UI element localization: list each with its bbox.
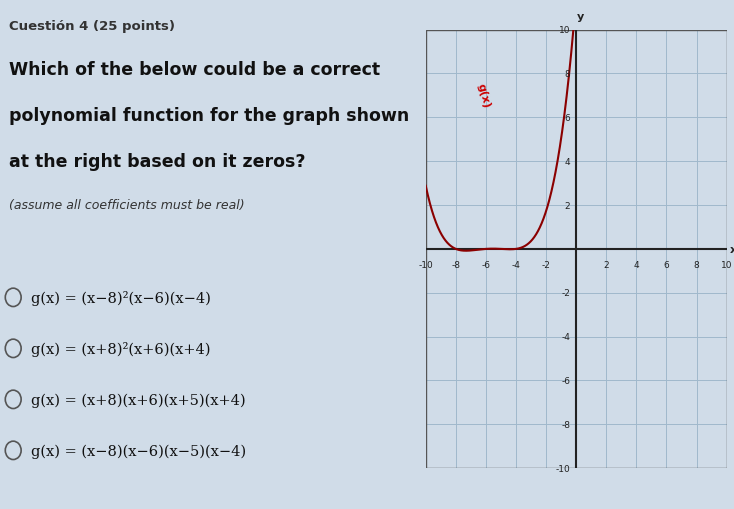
- Text: -8: -8: [562, 420, 570, 429]
- Text: x: x: [730, 244, 734, 254]
- Text: g(x) = (x+8)(x+6)(x+5)(x+4): g(x) = (x+8)(x+6)(x+5)(x+4): [31, 392, 245, 407]
- Text: -4: -4: [512, 260, 520, 269]
- Text: 8: 8: [564, 70, 570, 79]
- Text: -2: -2: [562, 289, 570, 298]
- Text: -6: -6: [562, 376, 570, 385]
- Text: -10: -10: [556, 464, 570, 473]
- Text: at the right based on it zeros?: at the right based on it zeros?: [9, 153, 305, 171]
- Text: polynomial function for the graph shown: polynomial function for the graph shown: [9, 107, 409, 125]
- Text: g(x): g(x): [476, 82, 492, 109]
- Text: 2: 2: [603, 260, 609, 269]
- Text: 4: 4: [564, 157, 570, 166]
- Text: 10: 10: [559, 26, 570, 35]
- Text: -8: -8: [451, 260, 460, 269]
- Bar: [426, 31, 727, 468]
- Text: 4: 4: [633, 260, 639, 269]
- Text: 10: 10: [721, 260, 733, 269]
- Text: 2: 2: [564, 201, 570, 210]
- Text: -10: -10: [418, 260, 433, 269]
- Text: -2: -2: [542, 260, 550, 269]
- Text: 6: 6: [564, 114, 570, 123]
- Text: g(x) = (x−8)²(x−6)(x−4): g(x) = (x−8)²(x−6)(x−4): [31, 290, 211, 305]
- Text: Cuestión 4 (25 points): Cuestión 4 (25 points): [9, 20, 175, 33]
- Text: -6: -6: [482, 260, 490, 269]
- Text: (assume all coefficients must be real): (assume all coefficients must be real): [9, 199, 244, 211]
- Text: g(x) = (x−8)(x−6)(x−5)(x−4): g(x) = (x−8)(x−6)(x−5)(x−4): [31, 443, 246, 458]
- Text: 6: 6: [664, 260, 669, 269]
- Text: g(x) = (x+8)²(x+6)(x+4): g(x) = (x+8)²(x+6)(x+4): [31, 341, 211, 356]
- Text: 8: 8: [694, 260, 700, 269]
- Text: y: y: [577, 12, 584, 22]
- Text: Which of the below could be a correct: Which of the below could be a correct: [9, 61, 380, 79]
- Text: -4: -4: [562, 332, 570, 342]
